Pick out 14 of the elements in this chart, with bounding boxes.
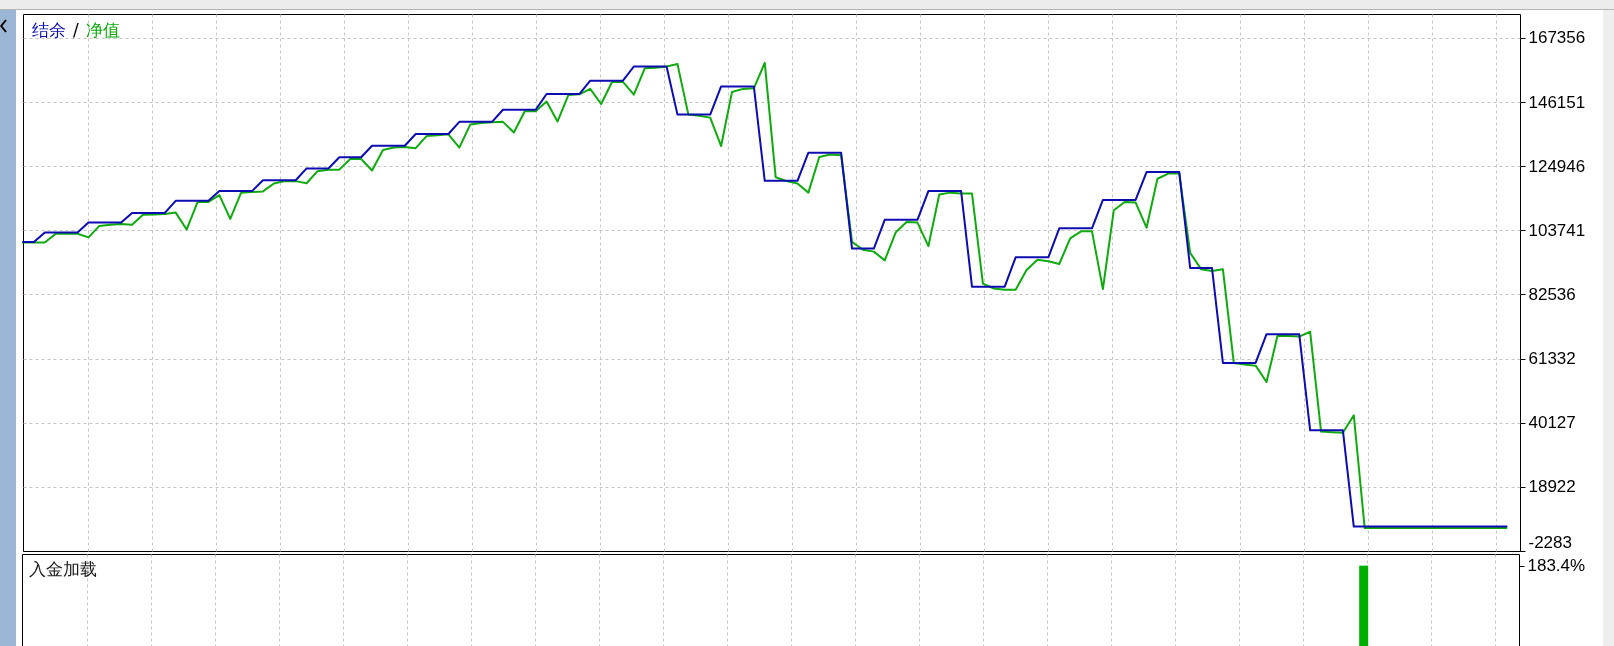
y-tick-label: 183.4% xyxy=(1527,556,1586,576)
y-tick-label: 40127 xyxy=(1528,413,1576,433)
y-tick-label: 82536 xyxy=(1528,284,1576,304)
y-tick-label: 124946 xyxy=(1528,156,1586,176)
y-tick-label: 146151 xyxy=(1528,92,1586,112)
y-tick-label: 103741 xyxy=(1528,220,1586,240)
text: 结余 xyxy=(32,20,66,40)
y-tick-label: 167356 xyxy=(1528,28,1586,48)
y-tick-label: 61332 xyxy=(1528,349,1576,369)
text: 净值 xyxy=(85,20,120,40)
annotation: / xyxy=(73,20,79,40)
y-tick-label: -2283 xyxy=(1528,532,1572,552)
chart-title: 入金加载 xyxy=(29,558,97,579)
y-tick-label: 18922 xyxy=(1528,477,1576,497)
